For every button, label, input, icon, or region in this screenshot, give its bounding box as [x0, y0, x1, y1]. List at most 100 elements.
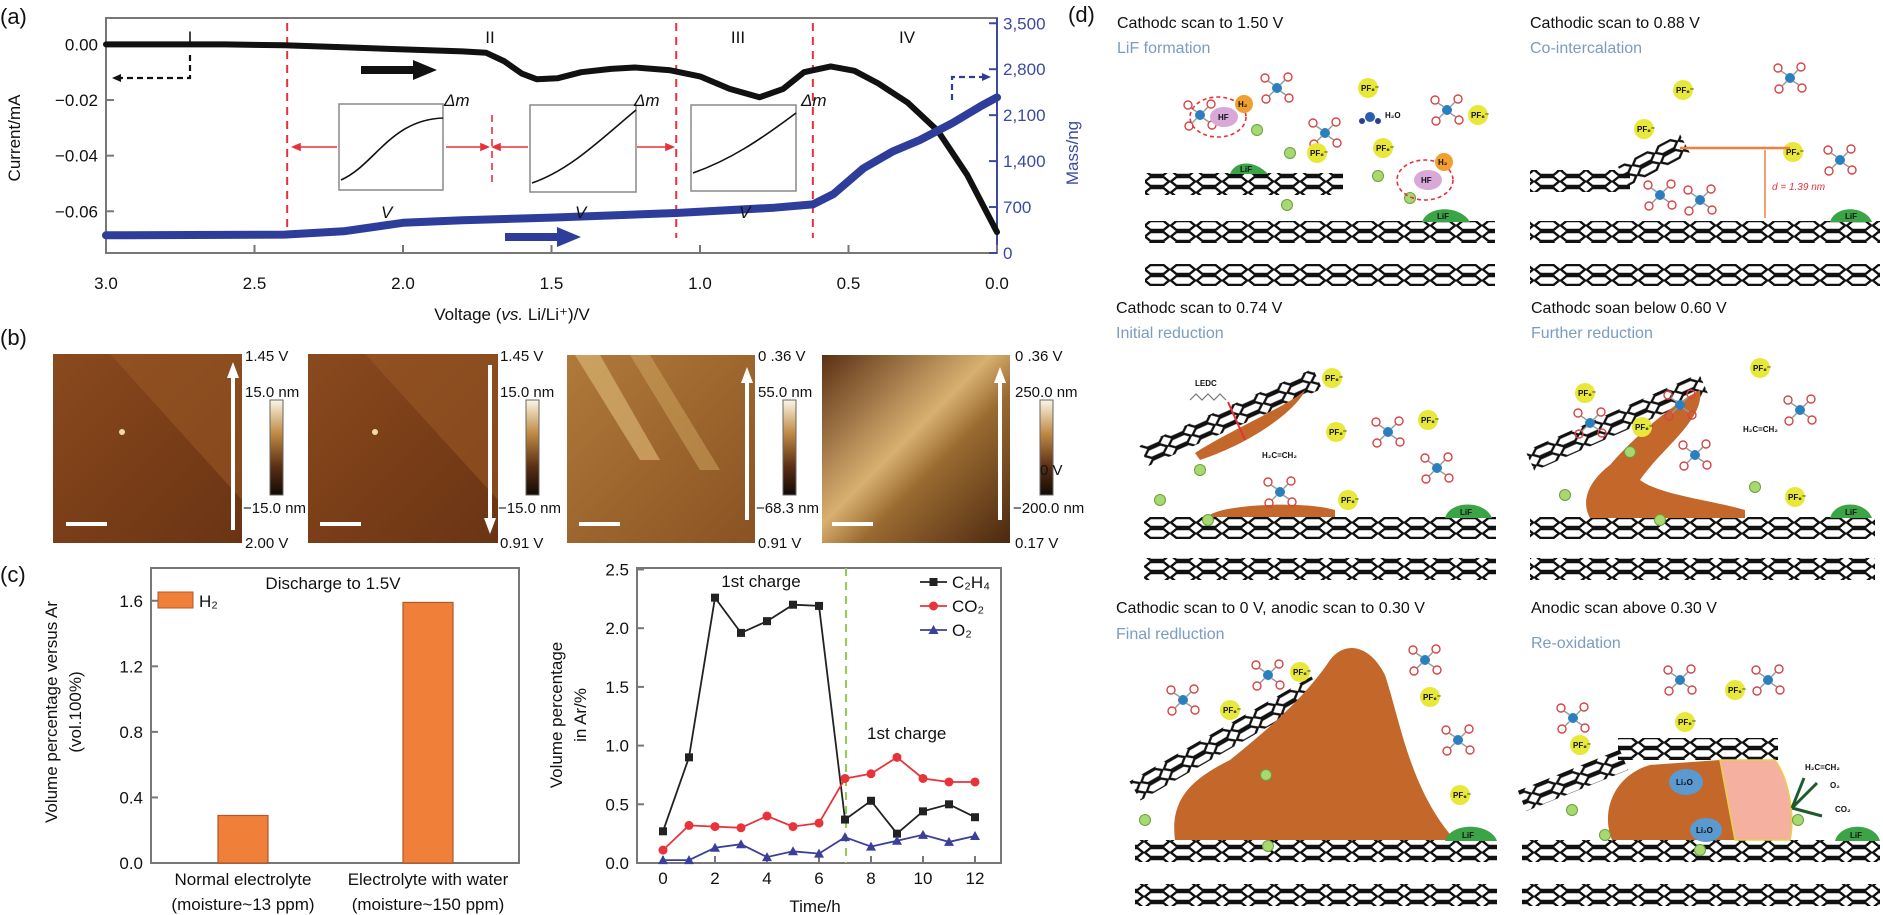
electron-icon — [1566, 804, 1578, 816]
pf6-label: PF₆⁻ — [1786, 148, 1804, 157]
pf6-label: PF₆⁻ — [1223, 706, 1241, 715]
y-tick-label: 1.6 — [119, 592, 143, 611]
potential-end-label: 0.17 V — [1015, 535, 1058, 552]
region-label: II — [485, 28, 494, 47]
lif-label: LiF — [1850, 831, 1862, 840]
inset-box — [338, 103, 444, 191]
step-title: Cathodic scan to 0.88 V — [1530, 15, 1700, 32]
data-point — [710, 842, 720, 852]
electron-icon — [1749, 481, 1761, 493]
pf6-anion-icon — [1785, 487, 1805, 507]
y-tick-label: 0.5 — [605, 795, 629, 814]
x-tick-label: 6 — [814, 869, 823, 888]
inset-ylabel: Δm — [443, 91, 470, 110]
lif-deposits: LiF LiF LiF LiF LiF LiF LiF — [1230, 163, 1880, 841]
lif-label: LiF — [1845, 212, 1857, 221]
colorbar-max-label: 15.0 nm — [500, 384, 554, 401]
inset-box — [690, 104, 797, 192]
y-tick-label: −0.04 — [55, 147, 98, 166]
inset-curve — [531, 109, 637, 184]
x-tick-label: 1.0 — [688, 274, 712, 293]
panel-label-c: (c) — [0, 562, 26, 587]
li-solvation-icon — [1308, 117, 1342, 149]
pf6-label: PF₆⁻ — [1678, 718, 1696, 727]
pf6-anion-icon — [1570, 735, 1590, 755]
potential-end-label: 2.00 V — [245, 535, 288, 552]
li-solvation-icon — [1643, 179, 1677, 211]
data-point — [971, 813, 979, 822]
li2o-label: Li₂O — [1696, 826, 1713, 835]
inset-xlabel: V — [739, 203, 752, 222]
li-solvation-icon — [1430, 94, 1464, 126]
inset-plots: Δm Δm Δm V V V — [290, 91, 827, 222]
lif-label: LiF — [1462, 831, 1474, 840]
potential-start-label: 0 .36 V — [758, 348, 806, 365]
arrow-down-icon — [484, 518, 496, 534]
data-point — [736, 823, 746, 833]
y-axis-label: Current/mA — [5, 94, 24, 182]
colorbar — [269, 399, 284, 496]
data-point — [815, 601, 823, 610]
data-point — [866, 841, 876, 851]
pf6-label: PF₆⁻ — [1753, 364, 1771, 373]
data-point — [736, 839, 746, 849]
h2-label: H₂ — [1438, 158, 1448, 167]
chart-gas-evolution: 0.0 0.5 1.0 1.5 2.0 2.5 0 2 4 6 8 10 12 C₂H₄ CO₂ O₂ 1st … — [547, 561, 1002, 915]
y-axis-label: Volume percentage — [547, 642, 566, 789]
y-tick-label: 0.0 — [605, 854, 629, 873]
data-point — [893, 829, 901, 838]
li-solvation-icon — [1678, 439, 1712, 471]
h2-label: H₂ — [1238, 100, 1248, 109]
pf6-label: PF₆⁻ — [1293, 668, 1311, 677]
arrow-up-icon — [994, 367, 1006, 383]
potential-start-label: 1.45 V — [245, 348, 288, 365]
afm-colorbars: 1.45 V 15.0 nm −15.0 nm 2.00 V 1.45 V 15.0 nm… — [243, 348, 1084, 552]
pf6-label: PF₆⁻ — [1341, 496, 1359, 505]
colorbar-max-label: 250.0 nm — [1015, 384, 1078, 401]
colorbar-mid-label: 0 V — [1040, 462, 1063, 479]
y-tick-label: 1.5 — [605, 678, 629, 697]
potential-end-label: 0.91 V — [758, 535, 801, 552]
step-title: Cathodc scan to 1.50 V — [1117, 15, 1284, 32]
li2o-label: Li₂O — [1676, 778, 1693, 787]
data-point — [737, 628, 745, 637]
y2-tick-label: 700 — [1003, 198, 1031, 217]
data-point — [711, 593, 719, 602]
hf-label: HF — [1218, 113, 1229, 122]
electron-icon — [1154, 494, 1166, 506]
category-label: (moisture~13 ppm) — [171, 895, 314, 914]
li-solvation-icon — [1408, 644, 1442, 676]
pf6-anion-icon — [1322, 368, 1342, 388]
y-tick-label: 0.8 — [119, 723, 143, 742]
y-tick-label: 1.0 — [605, 737, 629, 756]
inset-ylabel: Δm — [800, 91, 827, 110]
pf6-label: PF₆⁻ — [1635, 423, 1653, 432]
data-point — [918, 773, 928, 783]
electron-icon — [1202, 514, 1214, 526]
inset-xlabel: V — [381, 203, 394, 222]
x-tick-label: 2 — [710, 869, 719, 888]
chart-title: Discharge to 1.5V — [265, 574, 401, 593]
y2-tick-label: 1,400 — [1003, 152, 1046, 171]
y2-axis-label: Mass/ng — [1063, 121, 1082, 185]
pf6-anion-icon — [1290, 662, 1310, 682]
x-axis-label: Time/h — [789, 897, 840, 915]
colorbar — [525, 399, 540, 496]
data-point — [814, 848, 824, 858]
li-solvation-icon — [1166, 684, 1200, 716]
pf6-anion-icon — [1326, 422, 1346, 442]
y-tick-label: −0.02 — [55, 91, 98, 110]
data-point — [814, 818, 824, 828]
graphene-layers — [1129, 133, 1880, 906]
afm-image-3 — [567, 355, 755, 543]
spacing-label: d = 1.39 nm — [1772, 182, 1825, 193]
data-point — [788, 822, 798, 832]
pf6-label: PF₆⁻ — [1423, 693, 1441, 702]
inset-curve — [692, 112, 797, 174]
legend-label: CO₂ — [952, 597, 984, 616]
step-subtitle: Co-intercalation — [1530, 40, 1642, 57]
x-tick-label: 0 — [658, 869, 667, 888]
li2o-particle — [1669, 769, 1703, 795]
electron-icon — [1194, 464, 1206, 476]
x-tick-label: 0.0 — [985, 274, 1009, 293]
